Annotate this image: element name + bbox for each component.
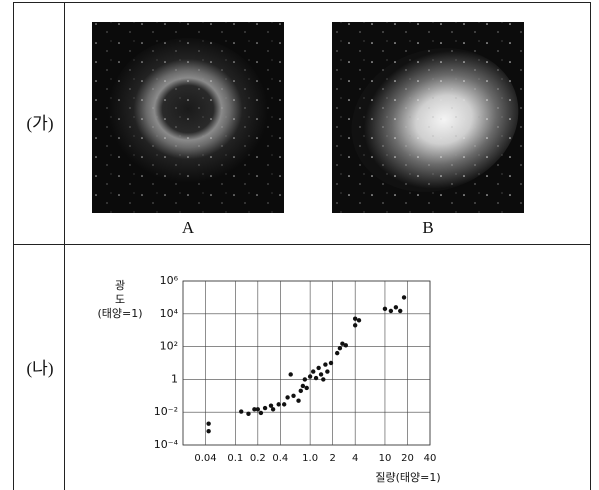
data-point [300,383,306,389]
y-tick-label: 10⁻² [154,405,178,418]
x-tick-label: 10 [379,453,392,464]
data-point [281,402,287,407]
data-point [246,411,251,416]
y-tick-label: 10² [160,340,178,353]
data-point [328,360,334,366]
data-point [276,402,281,407]
data-point [296,398,301,403]
y-tick-label: 10⁶ [160,274,179,287]
data-point [291,393,296,398]
data-point [285,395,290,400]
y-tick-label: 10⁻⁴ [154,438,179,451]
x-axis-label: 질량(태양=1) [375,471,440,484]
x-tick-label: 1.0 [302,453,318,464]
data-point [388,308,394,314]
data-point [262,405,268,411]
data-point [401,295,407,300]
row-label: (가) [27,114,54,133]
x-tick-label: 0.1 [227,453,243,464]
data-point [323,362,328,367]
image-caption: B [422,218,433,237]
y-axis-label: 광 [115,279,125,292]
data-point [321,377,326,382]
data-point [206,428,211,434]
data-point [382,306,388,312]
x-tick-label: 0.4 [272,453,288,464]
data-point [268,403,274,408]
x-tick-label: 0.2 [250,453,266,464]
data-point [318,372,324,377]
data-point [302,377,308,382]
image-a [92,22,284,213]
x-tick-label: 40 [424,453,437,464]
data-point [270,407,276,412]
data-point [307,374,313,379]
image-b [332,22,524,213]
y-tick-label: 10⁴ [160,307,179,320]
x-tick-label: 2 [329,453,335,464]
y-axis-label: 도 [115,293,125,306]
image-caption: A [182,218,195,237]
data-point [325,369,330,374]
plot-frame [182,280,431,446]
data-point [206,421,211,426]
x-tick-label: 20 [401,453,414,464]
data-point [239,409,244,414]
data-point [340,341,345,346]
data-point [304,385,309,391]
data-point [352,316,358,321]
data-point [334,350,340,356]
data-point [255,407,261,412]
data-point [343,343,349,348]
data-point [311,369,316,374]
x-tick-label: 4 [352,453,358,464]
data-point [337,345,343,351]
data-point [258,410,264,416]
data-point [398,308,403,314]
row-label: (나) [27,359,54,378]
table-frame [13,2,591,490]
data-point [252,407,257,412]
y-axis-label: (태양=1) [97,307,142,320]
data-point [298,388,303,394]
data-point [288,372,293,377]
data-point [356,318,362,323]
x-tick-label: 0.04 [194,453,216,464]
data-point [393,305,399,310]
data-point [352,323,358,328]
data-point [313,375,319,381]
y-tick-label: 1 [171,372,178,385]
data-point [316,365,321,371]
chart: 0.04 0.1 0.2 0.4 1.0 2 4 10 20 40 10⁻⁴ 10⁻² 1 10² 10⁴ 1… [97,274,440,484]
